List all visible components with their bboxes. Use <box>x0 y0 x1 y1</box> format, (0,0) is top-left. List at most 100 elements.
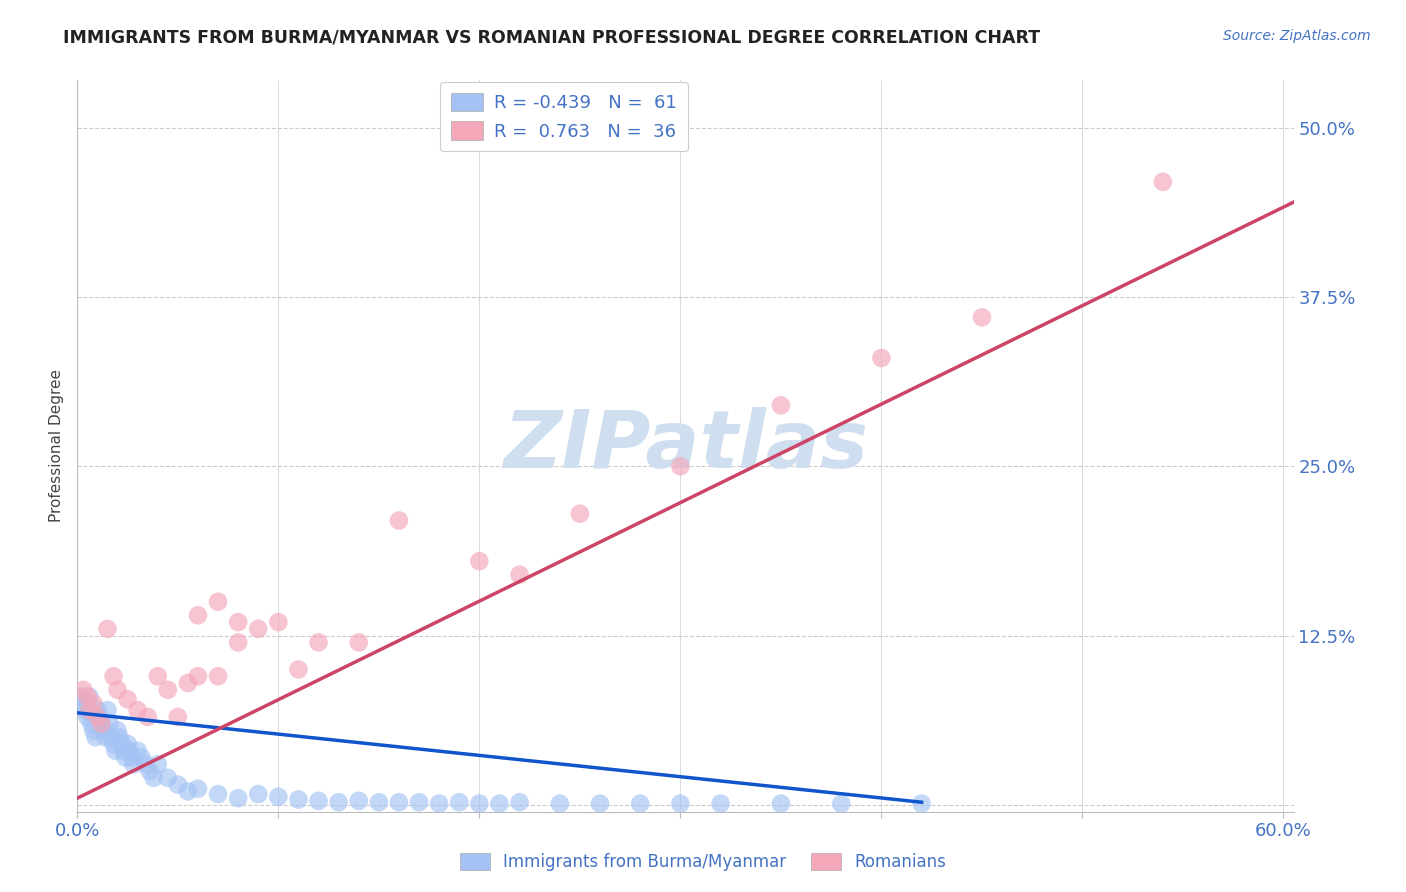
Point <box>70 690 93 704</box>
Point <box>146 669 169 683</box>
Point <box>509 795 531 809</box>
Point <box>72 682 94 697</box>
Point <box>367 795 389 809</box>
Point <box>207 669 229 683</box>
Point <box>82 723 104 738</box>
Point <box>328 795 350 809</box>
Point <box>127 703 149 717</box>
Point <box>98 716 121 731</box>
Point <box>72 697 94 711</box>
Point <box>82 697 104 711</box>
Point <box>142 771 165 785</box>
Point <box>769 398 792 412</box>
Point <box>910 797 932 811</box>
Point <box>267 615 290 629</box>
Point <box>669 459 692 474</box>
Point <box>267 789 290 804</box>
Point <box>427 797 450 811</box>
Point <box>177 676 200 690</box>
Point <box>104 744 127 758</box>
Legend: Immigrants from Burma/Myanmar, Romanians: Immigrants from Burma/Myanmar, Romanians <box>451 845 955 880</box>
Point <box>103 669 125 683</box>
Point <box>449 795 471 809</box>
Point <box>287 792 309 806</box>
Point <box>76 690 98 704</box>
Point <box>308 794 330 808</box>
Point <box>114 750 136 764</box>
Point <box>96 622 118 636</box>
Point <box>247 622 270 636</box>
Point <box>96 703 118 717</box>
Point <box>127 744 149 758</box>
Point <box>103 737 125 751</box>
Point <box>135 757 157 772</box>
Point <box>110 737 132 751</box>
Point <box>79 690 101 704</box>
Y-axis label: Professional Degree: Professional Degree <box>49 369 65 523</box>
Point <box>830 797 852 811</box>
Point <box>118 744 141 758</box>
Point <box>79 703 101 717</box>
Point <box>93 723 115 738</box>
Point <box>870 351 893 365</box>
Point <box>156 771 179 785</box>
Point <box>669 797 692 811</box>
Point <box>89 710 111 724</box>
Point <box>408 795 430 809</box>
Point <box>76 710 98 724</box>
Point <box>86 710 108 724</box>
Point <box>207 787 229 801</box>
Point <box>131 750 153 764</box>
Point <box>589 797 612 811</box>
Point <box>122 757 145 772</box>
Point <box>388 514 411 528</box>
Point <box>117 692 139 706</box>
Point <box>347 635 370 649</box>
Point <box>90 716 112 731</box>
Point <box>548 797 571 811</box>
Point <box>710 797 733 811</box>
Point <box>970 310 993 325</box>
Point <box>347 794 370 808</box>
Point <box>80 716 103 731</box>
Point <box>187 608 209 623</box>
Point <box>628 797 651 811</box>
Point <box>769 797 792 811</box>
Point <box>287 663 309 677</box>
Point <box>468 797 491 811</box>
Point <box>187 669 209 683</box>
Point <box>568 507 591 521</box>
Point <box>226 635 249 649</box>
Point <box>156 682 179 697</box>
Point <box>509 567 531 582</box>
Point <box>84 730 107 744</box>
Text: IMMIGRANTS FROM BURMA/MYANMAR VS ROMANIAN PROFESSIONAL DEGREE CORRELATION CHART: IMMIGRANTS FROM BURMA/MYANMAR VS ROMANIA… <box>63 29 1040 46</box>
Point <box>308 635 330 649</box>
Point <box>166 778 188 792</box>
Point <box>108 730 131 744</box>
Text: ZIPatlas: ZIPatlas <box>503 407 868 485</box>
Point <box>107 682 129 697</box>
Point <box>90 716 112 731</box>
Point <box>226 791 249 805</box>
Point <box>488 797 510 811</box>
Point <box>177 784 200 798</box>
Point <box>136 710 159 724</box>
Point <box>207 595 229 609</box>
Point <box>247 787 270 801</box>
Point <box>117 737 139 751</box>
Point <box>468 554 491 568</box>
Legend: R = -0.439   N =  61, R =  0.763   N =  36: R = -0.439 N = 61, R = 0.763 N = 36 <box>440 82 688 152</box>
Point <box>112 744 135 758</box>
Point <box>226 615 249 629</box>
Point <box>1152 175 1174 189</box>
Point <box>146 757 169 772</box>
Text: Source: ZipAtlas.com: Source: ZipAtlas.com <box>1223 29 1371 43</box>
Point <box>100 730 122 744</box>
Point <box>166 710 188 724</box>
Point <box>121 750 143 764</box>
Point <box>187 781 209 796</box>
Point <box>388 795 411 809</box>
Point <box>138 764 160 778</box>
Point <box>86 703 108 717</box>
